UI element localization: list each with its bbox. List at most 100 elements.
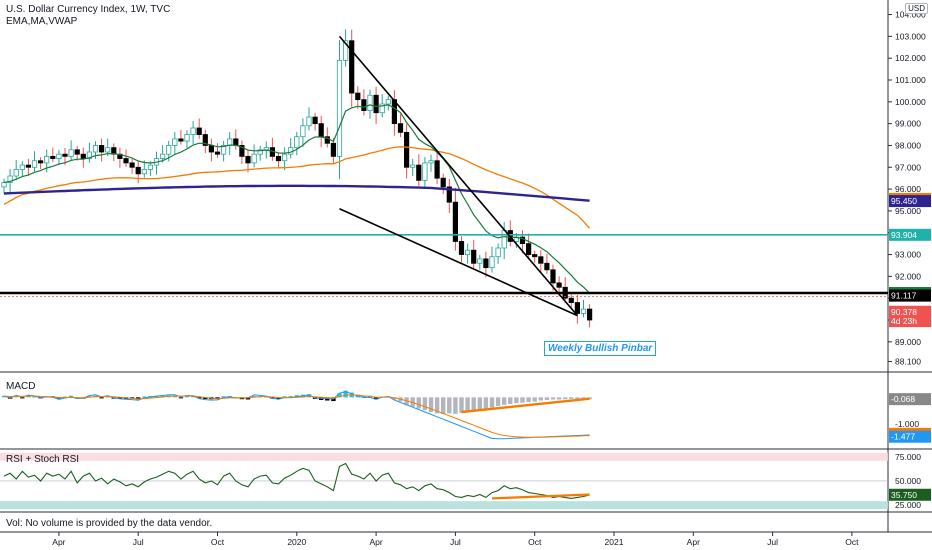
macd-label-box <box>889 430 931 443</box>
candle-body <box>227 138 233 146</box>
candle-body <box>410 164 416 168</box>
candle-body <box>129 162 135 168</box>
wedge-trendline <box>339 207 578 317</box>
macd-histogram-bar <box>373 397 379 399</box>
macd-histogram-bar <box>221 396 226 398</box>
price-label-box <box>889 315 931 328</box>
time-axis-label: Oct <box>528 537 542 547</box>
rsi-title: RSI + Stoch RSI <box>6 454 80 465</box>
macd-histogram-bar <box>556 397 562 400</box>
candle-body <box>220 145 227 155</box>
macd-histogram-bar <box>117 397 123 399</box>
rsi-label-box <box>889 488 931 501</box>
macd-histogram-bar <box>245 397 251 400</box>
candle-body <box>550 269 556 284</box>
macd-histogram-bar <box>538 397 543 401</box>
time-axis-label: Apr <box>52 537 65 547</box>
candle-body <box>25 164 32 168</box>
candle-body <box>477 258 483 264</box>
price-label-text: 90.378 <box>891 307 917 317</box>
candle-body <box>68 149 74 157</box>
candle-body <box>355 92 361 101</box>
price-axis-label: 93.000 <box>895 250 921 260</box>
currency-badge[interactable]: USD <box>905 3 928 14</box>
candle-body <box>245 155 251 164</box>
candle-body <box>373 94 379 114</box>
macd-histogram-bar <box>197 397 202 399</box>
time-axis-label: 2021 <box>605 537 624 547</box>
candle-body <box>458 241 465 255</box>
candle-body <box>275 155 282 162</box>
price-label-text: 4d 23h <box>891 316 917 326</box>
macd-histogram-bar <box>434 397 440 414</box>
annotation-weekly-bullish-pinbar[interactable]: Weekly Bullish Pinbar <box>544 341 657 356</box>
candle-body <box>501 230 507 249</box>
candle-body <box>483 258 489 269</box>
price-axis-label: 101.000 <box>895 75 926 85</box>
macd-histogram-bar <box>532 397 537 402</box>
candle-body <box>330 142 337 157</box>
candle-body <box>257 149 263 155</box>
time-axis-label: Apr <box>369 537 382 547</box>
price-label-text: 93.904 <box>891 230 917 240</box>
price-axis-label: 98.000 <box>895 140 921 150</box>
macd-histogram-bar <box>26 396 31 398</box>
candle-body <box>105 147 111 153</box>
macd-histogram-bar <box>62 396 68 398</box>
candle-body <box>556 282 562 288</box>
price-label-box <box>889 195 931 208</box>
candle-body <box>1 182 7 188</box>
signal-line <box>3 394 590 438</box>
price-axis-label: 92.000 <box>895 271 921 281</box>
macd-histogram-bar <box>447 397 452 414</box>
macd-histogram-bar <box>471 397 476 411</box>
wedge-trendline <box>338 35 579 317</box>
price-axis-label: 95.000 <box>895 206 921 216</box>
candle-body <box>172 138 178 146</box>
macd-histogram-bar <box>136 397 141 400</box>
price-axis-label: 100.000 <box>895 97 926 107</box>
volume-note: Vol: No volume is provided by the data v… <box>6 518 213 529</box>
candle-body <box>239 145 245 157</box>
macd-histogram-bar <box>404 397 409 406</box>
candle-body <box>99 145 105 153</box>
price-axis-label: 96.000 <box>895 184 921 194</box>
price-axis-label: 89.000 <box>895 337 921 347</box>
macd-histogram-bar <box>514 397 519 404</box>
macd-histogram-bar <box>520 397 525 403</box>
macd-histogram-bar <box>502 397 507 405</box>
candle-body <box>471 249 477 264</box>
candle-body <box>452 201 459 242</box>
macd-histogram-bar <box>337 393 342 398</box>
macd-histogram-bar <box>14 396 19 398</box>
macd-histogram-bar <box>294 395 299 398</box>
candle-body <box>336 59 343 157</box>
candle-body <box>580 308 587 314</box>
macd-line <box>3 391 590 440</box>
macd-histogram-bar <box>544 397 550 400</box>
candle-body <box>294 136 300 149</box>
macd-divergence-line <box>461 397 590 414</box>
candle-body <box>489 256 495 269</box>
candle-body <box>574 302 581 314</box>
macd-histogram-bar <box>441 397 446 414</box>
candle-body <box>123 158 129 164</box>
candle-body <box>56 153 62 159</box>
macd-title: MACD <box>6 381 36 392</box>
rsi-line <box>3 462 590 499</box>
macd-histogram-bar <box>178 397 184 399</box>
time-axis-label: Jul <box>450 537 461 547</box>
macd-histogram-bar <box>20 397 25 399</box>
macd-histogram-bar <box>105 396 110 398</box>
vwap-line <box>3 184 590 202</box>
macd-histogram-bar <box>575 397 580 400</box>
price-axis-label: 88.100 <box>895 356 921 366</box>
candle-body <box>178 138 184 142</box>
price-axis-label: 99.000 <box>895 119 921 129</box>
candle-body <box>544 262 550 271</box>
candle-body <box>214 151 221 155</box>
macd-histogram-bar <box>203 397 208 399</box>
macd-histogram-bar <box>526 397 531 403</box>
candle-body <box>263 147 269 151</box>
